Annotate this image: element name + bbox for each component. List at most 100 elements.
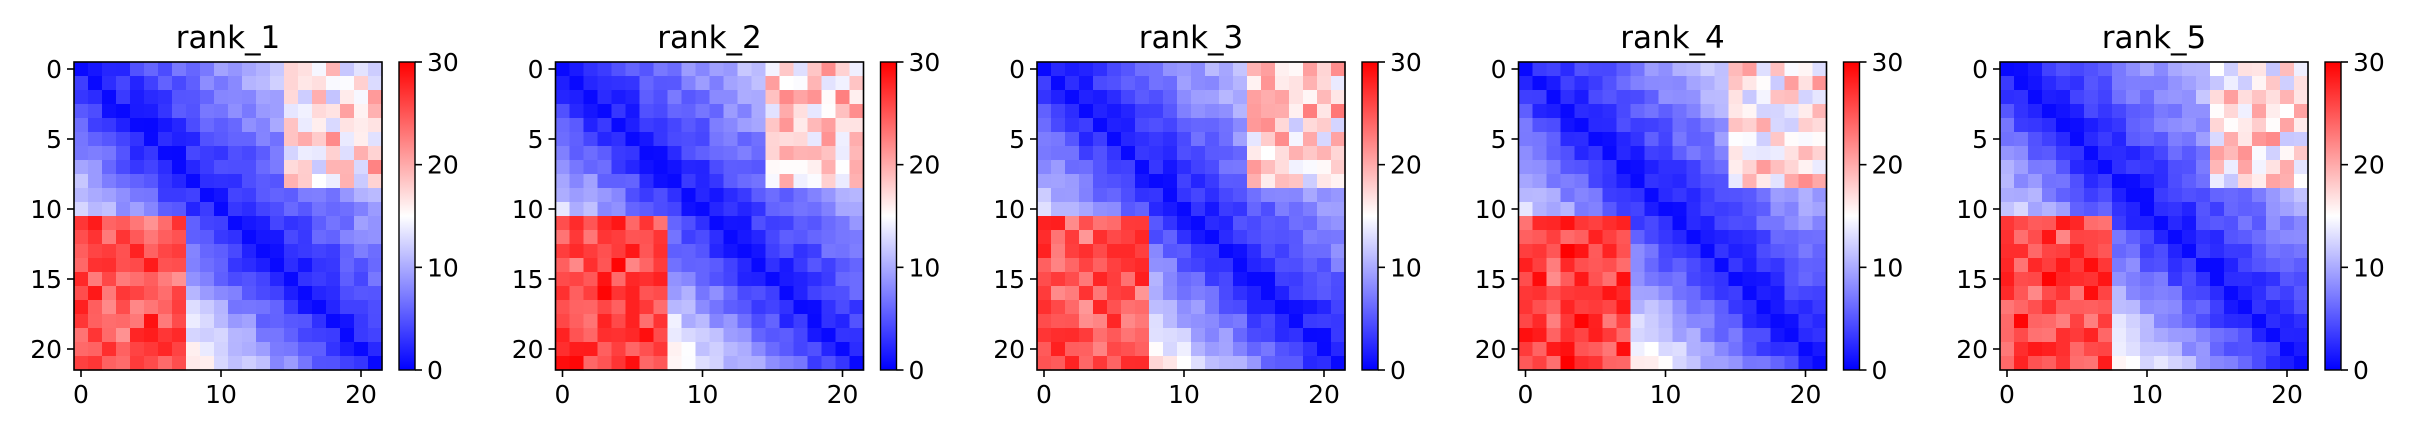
heatmap-cell — [2028, 356, 2043, 371]
heatmap-cell — [1121, 342, 1136, 357]
heatmap-cell — [74, 62, 89, 77]
heatmap-cell — [1107, 314, 1122, 329]
heatmap-cell — [256, 174, 271, 189]
heatmap-cell — [555, 230, 571, 245]
heatmap-cell — [639, 342, 655, 357]
heatmap-cell — [2294, 314, 2309, 329]
heatmap-cell — [1163, 300, 1178, 315]
heatmap-cell — [2196, 356, 2211, 371]
heatmap-cell — [1616, 258, 1632, 273]
heatmap-cell — [1728, 272, 1744, 287]
heatmap-cell — [709, 356, 725, 371]
heatmap-cell — [1728, 76, 1744, 91]
heatmap-cell — [1574, 258, 1590, 273]
heatmap-cell — [1247, 272, 1262, 287]
heatmap-cell — [611, 160, 627, 175]
heatmap-cell — [2154, 62, 2169, 77]
heatmap-cell — [2140, 300, 2155, 315]
heatmap-cell — [569, 356, 585, 371]
heatmap-cell — [144, 244, 159, 259]
heatmap-cell — [200, 104, 215, 119]
heatmap-cell — [228, 258, 243, 273]
heatmap-cell — [807, 188, 823, 203]
heatmap-cell — [2084, 132, 2099, 147]
heatmap-cell — [74, 314, 89, 329]
heatmap-cell — [2042, 300, 2057, 315]
heatmap-cell — [611, 216, 627, 231]
heatmap-cell — [256, 202, 271, 217]
heatmap-cell — [1247, 356, 1262, 371]
heatmap-cell — [298, 188, 313, 203]
heatmap-cell — [695, 76, 711, 91]
heatmap-cell — [639, 258, 655, 273]
heatmap-cell — [1714, 132, 1730, 147]
heatmap-cell — [583, 104, 599, 119]
heatmap-cell — [709, 244, 725, 259]
heatmap-cell — [555, 356, 571, 371]
heatmap-cell — [312, 118, 327, 133]
heatmap-cell — [1546, 356, 1562, 371]
heatmap-cell — [1107, 300, 1122, 315]
heatmap-cell — [1658, 118, 1674, 133]
heatmap-cell — [2000, 188, 2015, 203]
heatmap-cell — [835, 118, 851, 133]
heatmap-cell — [2056, 146, 2071, 161]
heatmap-cell — [158, 118, 173, 133]
heatmap-cell — [186, 342, 201, 357]
heatmap-cell — [242, 286, 257, 301]
colorbar — [2325, 62, 2341, 370]
heatmap-cell — [88, 314, 103, 329]
heatmap-cell — [737, 300, 753, 315]
heatmap-cell — [2042, 328, 2057, 343]
heatmap-cell — [2042, 62, 2057, 77]
heatmap-cell — [751, 146, 767, 161]
heatmap-cell — [1149, 146, 1164, 161]
heatmap-cell — [256, 104, 271, 119]
heatmap-cell — [723, 132, 739, 147]
heatmap-cell — [2084, 188, 2099, 203]
heatmap-cell — [1532, 300, 1548, 315]
heatmap-cell — [1037, 356, 1052, 371]
heatmap-cell — [1177, 90, 1192, 105]
heatmap-cell — [144, 76, 159, 91]
heatmap-cell — [1219, 244, 1234, 259]
heatmap-cell — [653, 272, 669, 287]
heatmap-cell — [1331, 300, 1346, 315]
heatmap-cell — [1644, 356, 1660, 371]
heatmap-cell — [2042, 216, 2057, 231]
heatmap-cell — [1079, 244, 1094, 259]
heatmap-cell — [2056, 286, 2071, 301]
heatmap-cell — [2112, 174, 2127, 189]
heatmap-cell — [312, 342, 327, 357]
heatmap-cell — [2084, 342, 2099, 357]
heatmap-cell — [1233, 132, 1248, 147]
heatmap-cell — [1079, 286, 1094, 301]
heatmap-cell — [200, 244, 215, 259]
heatmap-cell — [653, 104, 669, 119]
heatmap-cell — [312, 132, 327, 147]
heatmap-cell — [2280, 76, 2295, 91]
heatmap-cell — [2168, 356, 2183, 371]
colorbar-tick-label: 20 — [427, 151, 459, 180]
heatmap-cell — [1261, 188, 1276, 203]
heatmap-cell — [2154, 230, 2169, 245]
heatmap-cell — [1644, 342, 1660, 357]
heatmap-cell — [1317, 230, 1332, 245]
heatmap-cell — [1756, 342, 1772, 357]
heatmap-cell — [2210, 356, 2225, 371]
heatmap-cell — [2266, 272, 2281, 287]
heatmap-cell — [1518, 314, 1534, 329]
heatmap-cell — [1742, 160, 1758, 175]
heatmap-cell — [2238, 272, 2253, 287]
heatmap-cell — [2266, 202, 2281, 217]
heatmap-cell — [849, 188, 865, 203]
heatmap-cell — [597, 314, 613, 329]
heatmap-cell — [555, 188, 571, 203]
heatmap-cell — [2224, 62, 2239, 77]
heatmap-cell — [1149, 62, 1164, 77]
heatmap-cell — [751, 62, 767, 77]
heatmap-cell — [326, 328, 341, 343]
heatmap-cell — [2224, 342, 2239, 357]
heatmap-cell — [186, 230, 201, 245]
heatmap-cell — [1107, 132, 1122, 147]
